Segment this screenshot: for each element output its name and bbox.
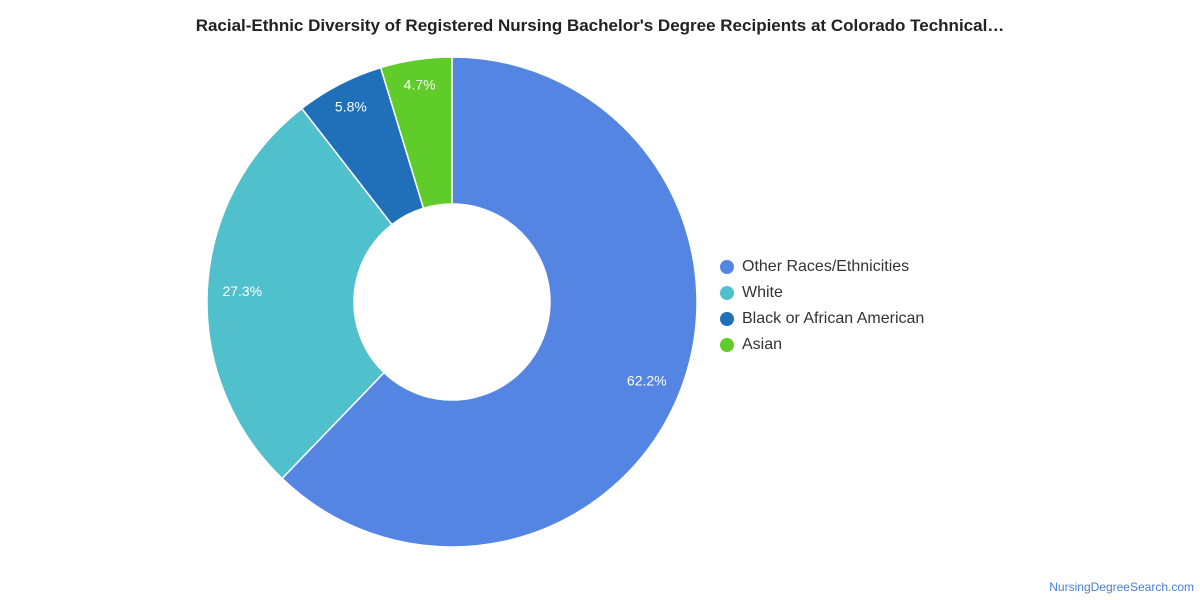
slice-data-label-0: 62.2%: [627, 373, 667, 389]
legend-item-black[interactable]: Black or African American: [720, 306, 924, 332]
chart-legend: Other Races/Ethnicities White Black or A…: [720, 254, 924, 358]
donut-slice-1[interactable]: [206, 107, 393, 480]
legend-swatch-white-icon: [720, 286, 734, 300]
donut-slice-0[interactable]: [280, 56, 698, 548]
legend-swatch-asian-icon: [720, 338, 734, 352]
legend-item-asian[interactable]: Asian: [720, 332, 924, 358]
legend-label-black: Black or African American: [742, 310, 925, 327]
legend-item-white[interactable]: White: [720, 280, 924, 306]
legend-swatch-black-icon: [720, 312, 734, 326]
legend-label-asian: Asian: [742, 336, 783, 353]
legend-item-other-races[interactable]: Other Races/Ethnicities: [720, 254, 924, 280]
legend-label-other-races: Other Races/Ethnicities: [742, 258, 910, 275]
slice-data-label-2: 5.8%: [335, 99, 367, 115]
slice-data-label-1: 27.3%: [222, 283, 262, 299]
slice-data-label-3: 4.7%: [404, 76, 436, 92]
chart-title: Racial-Ethnic Diversity of Registered Nu…: [195, 16, 1005, 35]
donut-slice-3[interactable]: [379, 56, 453, 210]
source-credit-link[interactable]: NursingDegreeSearch.com: [1049, 580, 1194, 594]
legend-swatch-other-races-icon: [720, 260, 734, 274]
legend-label-white: White: [742, 284, 783, 301]
